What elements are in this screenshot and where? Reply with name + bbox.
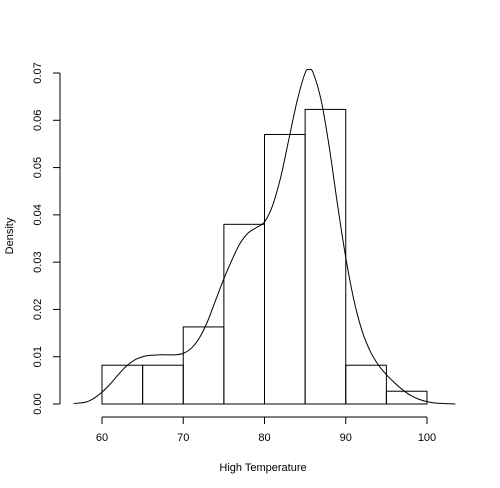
y-tick-label-7: 0.07 <box>32 62 44 83</box>
x-axis-title: High Temperature <box>219 462 306 474</box>
histogram-bars <box>101 108 428 405</box>
histogram-bar-75-80 <box>223 223 265 405</box>
x-tick-label-70: 70 <box>177 432 189 444</box>
y-tick-label-2: 0.02 <box>32 299 44 320</box>
y-axis-title: Density <box>4 217 16 254</box>
y-axis: 0.00 0.01 0.02 0.03 0.04 0.05 0.06 0.07 <box>32 62 61 415</box>
y-tick-label-3: 0.03 <box>32 251 44 272</box>
y-tick-label-4: 0.04 <box>32 204 44 225</box>
y-tick-label-1: 0.01 <box>32 346 44 367</box>
x-tick-label-100: 100 <box>418 432 436 444</box>
x-tick-label-90: 90 <box>340 432 352 444</box>
x-axis: 60 70 80 90 100 <box>96 416 436 444</box>
density-curve <box>73 68 456 405</box>
y-tick-label-0: 0.00 <box>32 393 44 414</box>
x-tick-label-60: 60 <box>96 432 108 444</box>
y-tick-label-5: 0.05 <box>32 157 44 178</box>
y-tick-label-6: 0.06 <box>32 110 44 131</box>
histogram-bar-65-70 <box>142 364 184 405</box>
histogram-bar-85-90 <box>304 108 347 405</box>
histogram-bar-70-75 <box>182 326 225 405</box>
histogram-bar-95-100 <box>385 390 428 405</box>
histogram-bar-80-85 <box>264 133 306 405</box>
histogram-bar-90-95 <box>345 364 387 405</box>
histogram-bar-60-65 <box>101 364 144 405</box>
x-tick-label-80: 80 <box>258 432 270 444</box>
